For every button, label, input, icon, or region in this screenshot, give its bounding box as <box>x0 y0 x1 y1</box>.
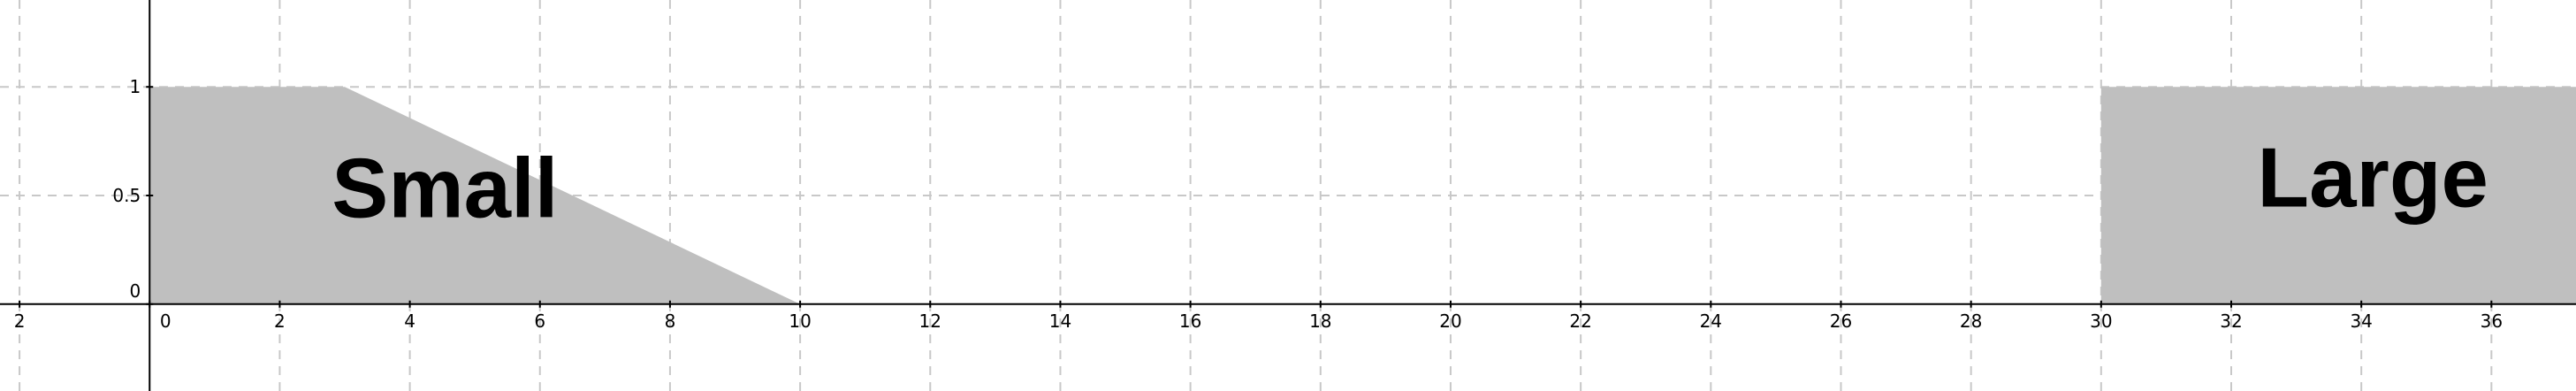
series-label-small: Small <box>332 142 558 236</box>
x-tick-label: 34 <box>2350 310 2372 332</box>
x-tick-label: 0 <box>160 310 171 332</box>
x-tick-label: 12 <box>919 310 941 332</box>
series-labels: Small Large <box>332 130 2488 235</box>
x-tick-label: 28 <box>1960 310 1982 332</box>
y-tick-label: 0.5 <box>112 185 141 206</box>
x-tick-label: 24 <box>1700 310 1722 332</box>
x-tick-label: 26 <box>1830 310 1852 332</box>
y-tick-label: 0 <box>130 280 141 302</box>
x-tick-label: 6 <box>534 310 545 332</box>
area-small <box>149 87 801 304</box>
x-tick-label: 20 <box>1439 310 1461 332</box>
x-tick-label: 18 <box>1309 310 1331 332</box>
x-tick-label: 4 <box>404 310 415 332</box>
x-tick-label: 10 <box>789 310 811 332</box>
x-tick-label: 2 <box>274 310 286 332</box>
membership-areas <box>149 87 2576 304</box>
x-tick-label: 30 <box>2090 310 2112 332</box>
area-large <box>2100 87 2576 304</box>
y-tick-label: 1 <box>130 76 141 97</box>
series-label-large: Large <box>2257 130 2488 225</box>
x-tick-label: 16 <box>1179 310 1201 332</box>
x-tick-label: 36 <box>2481 310 2503 332</box>
x-tick-label: 32 <box>2220 310 2242 332</box>
x-tick-label: 22 <box>1569 310 1591 332</box>
x-tick-label: 14 <box>1049 310 1071 332</box>
x-tick-label: 8 <box>665 310 676 332</box>
x-tick-label: 2 <box>14 310 26 332</box>
